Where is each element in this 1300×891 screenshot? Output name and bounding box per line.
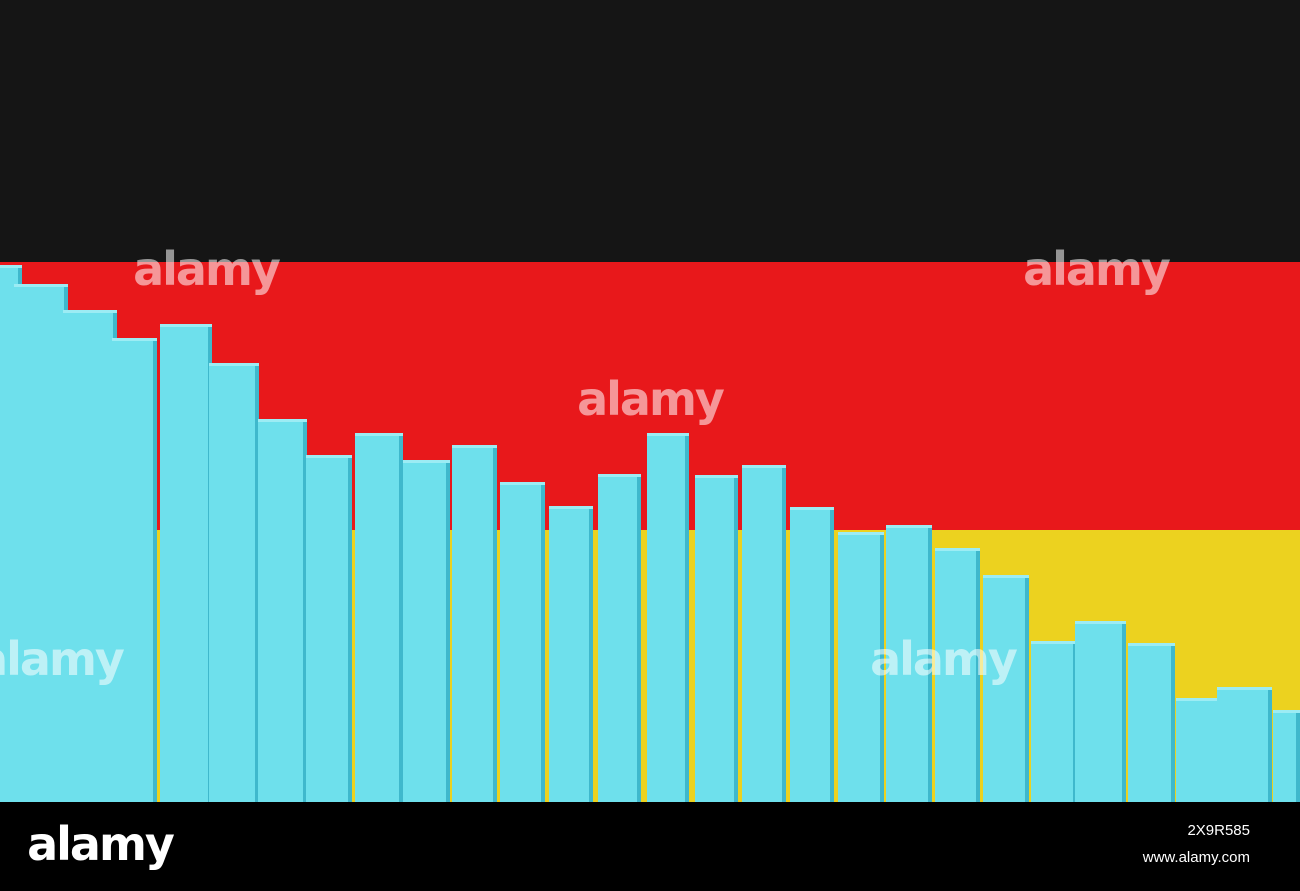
bar-group xyxy=(0,265,1300,802)
footer-logo: alamy xyxy=(27,817,175,871)
bar-side xyxy=(1296,712,1300,802)
bar-top xyxy=(598,474,641,477)
bar-shape xyxy=(983,575,1029,802)
bar-top xyxy=(1217,687,1272,690)
bar-shape xyxy=(500,482,545,802)
footer-url: www.alamy.com xyxy=(1142,849,1250,866)
bar-top xyxy=(886,525,932,528)
bar-top xyxy=(790,507,834,510)
bar-shape xyxy=(403,460,450,802)
bar-top xyxy=(1031,641,1077,644)
bar-top xyxy=(1128,643,1175,646)
bar-side xyxy=(255,365,259,802)
bar-shape xyxy=(1128,643,1175,802)
bar-top xyxy=(306,455,352,458)
bar-shape xyxy=(598,474,641,802)
bar-shape xyxy=(549,506,593,802)
bar-shape xyxy=(1075,621,1126,802)
bar-shape xyxy=(790,507,834,802)
bar-top xyxy=(1176,698,1223,701)
watermark: alamy xyxy=(577,372,725,426)
bar-side xyxy=(734,477,738,802)
bar-side xyxy=(1171,645,1175,802)
flag-black-band xyxy=(0,0,1300,262)
bar-top xyxy=(0,265,22,268)
bar-top xyxy=(983,575,1029,578)
bar-shape xyxy=(838,532,884,802)
bar-top xyxy=(1075,621,1126,624)
bar-shape xyxy=(63,310,117,802)
bar-shape xyxy=(1217,687,1272,802)
bar-shape xyxy=(258,419,307,802)
watermark: alamy xyxy=(1023,242,1171,296)
bar-shape xyxy=(695,475,738,802)
bar-side xyxy=(976,550,980,802)
bar-side xyxy=(685,435,689,802)
footer-bar xyxy=(0,802,1300,891)
bar-top xyxy=(1273,710,1300,713)
bar-side xyxy=(493,447,497,802)
bar-top xyxy=(63,310,117,313)
bar-side xyxy=(303,421,307,802)
bar-shape xyxy=(452,445,497,802)
watermark: alamy xyxy=(870,632,1018,686)
bar-side xyxy=(880,534,884,802)
bar-shape xyxy=(742,465,786,802)
bar-side xyxy=(399,435,403,802)
bar-shape xyxy=(112,338,157,802)
bar-side xyxy=(153,340,157,802)
watermarks: alamy alamy alamy alamy alamy xyxy=(0,242,1173,686)
bar-shape xyxy=(14,284,68,802)
image-id: 2X9R585 xyxy=(1187,822,1250,839)
bar-top xyxy=(742,465,786,468)
bar-top xyxy=(838,532,884,535)
watermark: alamy xyxy=(0,632,125,686)
bar-top xyxy=(452,445,497,448)
bar-side xyxy=(589,508,593,802)
bar-top xyxy=(209,363,259,366)
bar-shape xyxy=(209,363,259,802)
bar-side xyxy=(541,484,545,802)
bar-top xyxy=(14,284,68,287)
bar-side xyxy=(348,457,352,802)
bar-top xyxy=(695,475,738,478)
bar-shape xyxy=(1031,641,1077,802)
bar-shape xyxy=(306,455,352,802)
bar-shape xyxy=(935,548,980,802)
bar-shape xyxy=(160,324,212,802)
bar-side xyxy=(928,527,932,802)
watermark: alamy xyxy=(133,242,281,296)
bar-shape xyxy=(355,433,403,802)
bar-side xyxy=(446,462,450,802)
bar-top xyxy=(500,482,545,485)
bar-side xyxy=(830,509,834,802)
bar-shape xyxy=(1273,710,1300,802)
bar-top xyxy=(258,419,307,422)
bar-top xyxy=(549,506,593,509)
bar-side xyxy=(1122,623,1126,802)
bar-shape xyxy=(886,525,932,802)
bar-side xyxy=(1268,689,1272,802)
bar-shape xyxy=(1176,698,1223,802)
bar-side xyxy=(637,476,641,802)
bar-side xyxy=(1025,577,1029,802)
bar-shape xyxy=(647,433,689,802)
bar-top xyxy=(160,324,212,327)
bar-top xyxy=(112,338,157,341)
bar-side xyxy=(782,467,786,802)
bar-top xyxy=(403,460,450,463)
bar-top xyxy=(935,548,980,551)
bar-top xyxy=(647,433,689,436)
bar-top xyxy=(355,433,403,436)
